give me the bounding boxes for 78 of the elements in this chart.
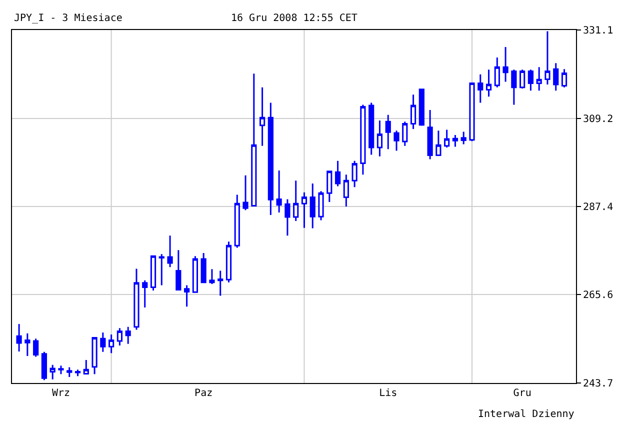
candlestick: [318, 190, 324, 221]
candlestick: [116, 327, 123, 346]
candlestick: [544, 30, 550, 86]
candlestick: [284, 198, 290, 236]
y-tick-label: 309.2: [583, 114, 614, 125]
x-tick-label: Gru: [513, 388, 532, 399]
candlestick: [418, 88, 424, 126]
candlestick: [218, 270, 224, 297]
candlestick: [444, 129, 450, 148]
candlestick: [268, 102, 274, 216]
candlestick: [184, 284, 190, 308]
candlestick: [301, 192, 308, 229]
y-tick-label: 287.4: [583, 202, 614, 213]
candlestick: [486, 68, 492, 98]
x-tick-label: Wrz: [52, 388, 70, 399]
candlestick: [83, 359, 89, 375]
candlestick: [410, 94, 416, 130]
candlestick: [528, 68, 534, 92]
candlestick: [108, 334, 114, 354]
candlestick: [352, 160, 358, 188]
candlestick: [158, 253, 164, 286]
candlestick: [58, 364, 64, 375]
candlestick: [427, 109, 433, 160]
candlestick: [259, 86, 266, 147]
x-tick-label: Lis: [379, 388, 398, 399]
candlestick: [92, 336, 98, 375]
candlestick: [134, 268, 140, 330]
candlestick: [200, 252, 206, 284]
candlestick: [33, 338, 39, 358]
candlestick: [561, 68, 568, 88]
candlestick: [520, 68, 526, 90]
candlestick: [376, 120, 383, 158]
candlestick: [24, 332, 30, 357]
candlestick: [460, 131, 466, 146]
candlestick: [209, 268, 215, 285]
candlestick: [276, 170, 282, 214]
candlestick: [50, 364, 56, 380]
text: Interwal Dzienny: [478, 409, 574, 420]
candlestick: [142, 280, 148, 308]
y-tick-label: 331.1: [583, 26, 614, 36]
y-tick-label: 265.6: [583, 290, 614, 302]
candlestick: [478, 74, 484, 104]
candlestick: [66, 366, 72, 378]
candlestick: [502, 46, 508, 82]
candlestick: [167, 234, 173, 268]
candlestick: [360, 104, 366, 176]
candlestick: [251, 72, 257, 208]
candlestick: [494, 56, 500, 88]
candlestick: [536, 66, 542, 92]
candlestick: [176, 249, 182, 292]
candlestick: [368, 102, 374, 156]
candlestick: [394, 130, 400, 152]
candlestick: [334, 160, 341, 188]
candlestick: [402, 120, 408, 147]
chart-title: JPY_I - 3 Miesiace: [14, 13, 122, 24]
candlestick: [150, 254, 156, 292]
candlestick: [326, 170, 332, 203]
candlestick: [226, 240, 232, 284]
candlestick: [511, 68, 517, 106]
candlestick: [100, 332, 106, 353]
candlestick: [310, 182, 316, 230]
chart-subtitle: 16 Gru 2008 12:55 CET: [231, 13, 358, 24]
x-tick-label: Paz: [194, 388, 213, 399]
candlestick: [553, 62, 559, 92]
candlestick: [293, 180, 299, 222]
y-tick-label: 243.7: [583, 378, 614, 390]
candlestick: [242, 174, 248, 211]
candlestick: [192, 255, 198, 294]
candlestick: [16, 323, 22, 352]
candlestick: [41, 351, 48, 381]
candlestick: [436, 130, 442, 156]
candlestick: [385, 114, 391, 150]
candlestick: [452, 134, 458, 148]
candlestick: [343, 174, 349, 208]
candlestick: [469, 82, 475, 142]
candlestick: [125, 326, 131, 345]
candlestick: [234, 194, 240, 248]
candlestick: [74, 368, 81, 377]
